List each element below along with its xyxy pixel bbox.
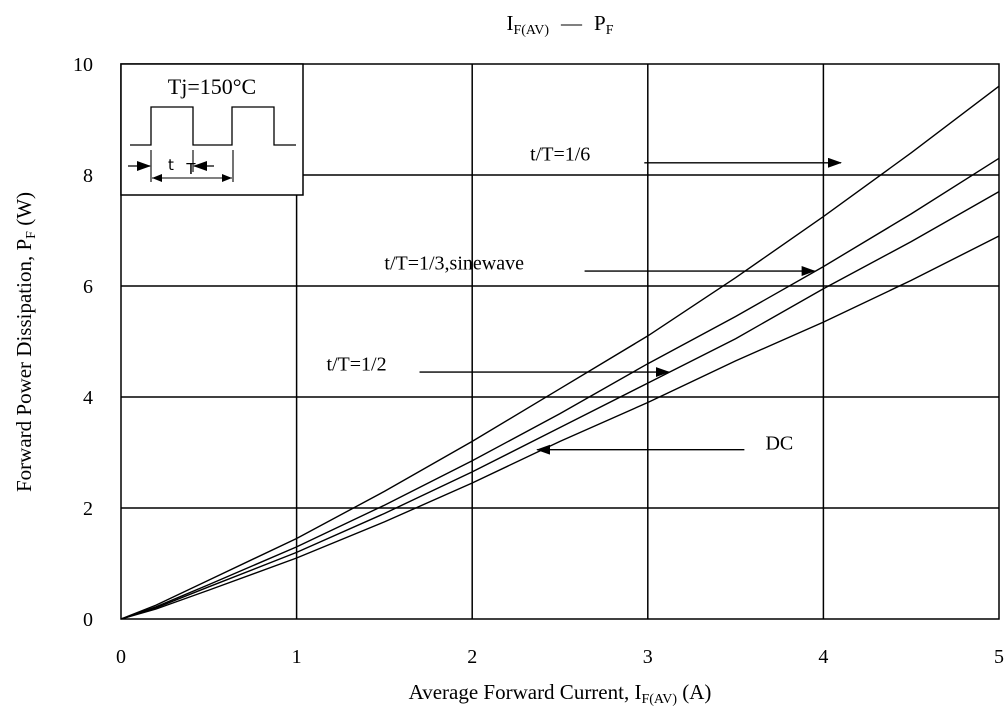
annotations: t/T=1/6 t/T=1/3,sinewave t/T=1/2 DC	[326, 144, 842, 455]
y-axis-label-sub: F	[24, 231, 39, 239]
x-axis-label: Average Forward Current, IF(AV) (A)	[409, 680, 712, 707]
y-tick-label: 2	[83, 498, 93, 520]
chart-title-right-sub: F	[606, 23, 614, 38]
T-arrow-head-left	[152, 174, 162, 182]
annotation-label: t/T=1/3,sinewave	[384, 252, 524, 274]
y-tick-label: 10	[73, 54, 93, 76]
x-tick-label: 0	[116, 646, 126, 668]
y-tick-label: 6	[83, 276, 93, 298]
y-axis-label: Forward Power Dissipation, PF (W)	[12, 192, 39, 492]
y-tick-label: 0	[83, 609, 93, 631]
y-axis-label-main: Forward Power Dissipation, P	[12, 239, 36, 492]
chart-title-dash: —	[560, 11, 583, 35]
chart-title: IF(AV) — PF	[506, 11, 613, 38]
pulse-waveform	[130, 106, 296, 146]
annotation-label: t/T=1/6	[530, 144, 590, 166]
grid	[121, 64, 999, 619]
x-tick-label: 3	[643, 646, 653, 668]
tick-labels: 0 1 2 3 4 5 0 2 4 6 8 10	[73, 54, 1004, 668]
x-axis-label-unit: (A)	[677, 680, 711, 704]
y-axis-label-unit: (W)	[12, 192, 36, 231]
series-line-t_T_1_2	[120, 190, 1000, 620]
x-tick-label: 4	[818, 646, 828, 668]
series-line-t_T_1_3	[120, 157, 1000, 620]
series-line-t_T_1_6	[120, 85, 1000, 620]
x-tick-label: 5	[994, 646, 1004, 668]
x-tick-label: 1	[292, 646, 302, 668]
inset-title: Tj=150°C	[168, 74, 256, 99]
chart-title-main-sub: F(AV)	[513, 23, 549, 38]
x-axis-label-main: Average Forward Current, I	[409, 680, 642, 704]
x-axis-label-sub: F(AV)	[641, 692, 677, 707]
x-tick-label: 2	[467, 646, 477, 668]
chart-title-main: I	[506, 11, 513, 35]
annotation-label: t/T=1/2	[326, 353, 386, 375]
y-tick-label: 4	[83, 387, 93, 409]
waveform-inset: Tj=150°C t T	[120, 63, 304, 196]
plot-frame	[120, 63, 1000, 620]
inset-t-label: t	[168, 156, 174, 174]
y-tick-label: 8	[83, 165, 93, 187]
chart-title-right: P	[594, 11, 606, 35]
series-lines	[120, 85, 1000, 620]
series-line-dc	[120, 235, 1000, 620]
inset-T-label: T	[185, 160, 196, 178]
T-arrow-head-right	[222, 174, 232, 182]
annotation-label: DC	[765, 433, 793, 455]
